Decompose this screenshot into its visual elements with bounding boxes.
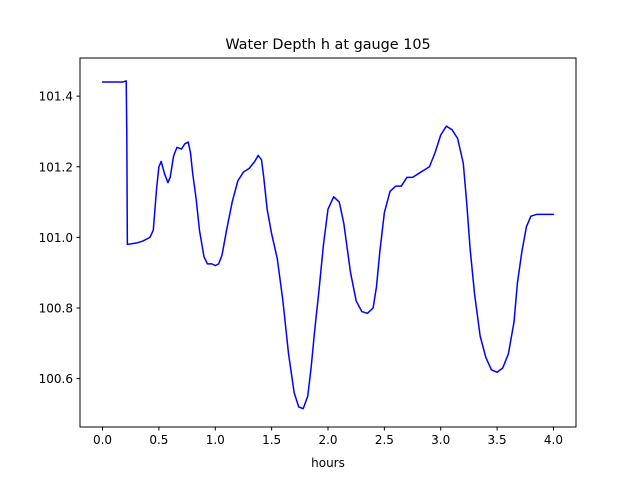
x-tick-label: 3.5 (488, 433, 507, 447)
series-line (101, 80, 555, 410)
x-tick-label: 2.0 (318, 433, 337, 447)
x-tick-label: 1.5 (262, 433, 281, 447)
x-axis-label: hours (311, 456, 345, 470)
y-tick-label: 101.4 (39, 90, 73, 104)
x-tick-label: 0.5 (149, 433, 168, 447)
chart-title: Water Depth h at gauge 105 (225, 37, 430, 53)
x-tick-label: 1.0 (206, 433, 225, 447)
y-tick-label: 101.2 (39, 160, 73, 174)
series-layer (101, 80, 555, 410)
x-axis-ticks: 0.0 0.5 1.0 1.5 2.0 2.5 3.0 3.5 4.0 (93, 427, 563, 447)
y-tick-label: 100.8 (39, 302, 73, 316)
x-tick-label: 4.0 (544, 433, 563, 447)
x-tick-label: 3.0 (431, 433, 450, 447)
x-tick-label: 0.0 (93, 433, 112, 447)
y-axis-ticks: 100.6 100.8 101.0 101.2 101.4 (39, 90, 80, 386)
y-tick-label: 100.6 (39, 372, 73, 386)
x-tick-label: 2.5 (375, 433, 394, 447)
y-tick-label: 101.0 (39, 231, 73, 245)
plot-area-frame (79, 57, 577, 428)
